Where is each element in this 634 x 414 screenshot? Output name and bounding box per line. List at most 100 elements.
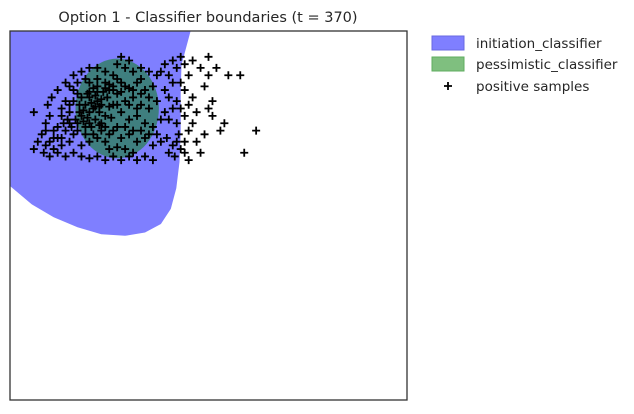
positive-sample-marker <box>172 97 181 106</box>
positive-sample-marker <box>144 130 153 139</box>
positive-sample-marker <box>180 148 189 157</box>
positive-sample-marker <box>220 119 229 128</box>
positive-sample-marker <box>204 52 213 61</box>
positive-sample-marker <box>216 126 225 135</box>
positive-sample-marker <box>240 148 249 157</box>
positive-sample-marker <box>121 122 130 131</box>
positive-sample-marker <box>144 67 153 76</box>
positive-sample-marker <box>105 130 114 139</box>
positive-sample-marker <box>43 100 52 109</box>
positive-sample-marker <box>85 108 94 117</box>
positive-sample-marker <box>101 122 110 131</box>
positive-sample-marker <box>61 97 70 106</box>
positive-sample-marker <box>121 145 130 154</box>
positive-sample-marker <box>41 126 50 135</box>
positive-sample-marker <box>101 111 110 120</box>
positive-sample-marker <box>109 152 118 161</box>
positive-sample-marker <box>41 141 50 150</box>
positive-sample-marker <box>81 74 90 83</box>
positive-sample-marker <box>71 115 80 124</box>
positive-sample-marker <box>176 78 185 87</box>
positive-sample-marker <box>57 111 66 120</box>
positive-sample-marker <box>144 104 153 113</box>
positive-sample-marker <box>109 126 118 135</box>
positive-sample-marker <box>47 93 56 102</box>
positive-sample-marker <box>101 156 110 165</box>
positive-sample-marker <box>208 111 217 120</box>
positive-sample-marker <box>83 113 92 122</box>
positive-sample-marker <box>87 98 96 107</box>
positive-sample-marker <box>148 82 157 91</box>
positive-sample-marker <box>129 93 138 102</box>
positive-sample-marker <box>39 148 48 157</box>
positive-sample-marker <box>125 130 134 139</box>
positive-sample-marker <box>113 74 122 83</box>
positive-sample-marker <box>93 134 102 143</box>
legend-label-samples: positive samples <box>476 79 589 95</box>
positive-sample-marker <box>95 121 104 130</box>
positive-sample-marker <box>152 97 161 106</box>
positive-sample-marker <box>168 78 177 87</box>
positive-sample-marker <box>65 137 74 146</box>
positive-sample-marker <box>91 102 100 111</box>
legend-plus-marker <box>444 82 452 90</box>
positive-sample-marker <box>61 152 70 161</box>
legend-item-pessimistic: pessimistic_classifier <box>431 56 618 73</box>
positive-sample-marker <box>200 130 209 139</box>
plot-frame <box>9 30 408 401</box>
positive-sample-marker <box>117 108 126 117</box>
positive-sample-marker <box>65 100 74 109</box>
positive-sample-marker <box>184 71 193 80</box>
positive-sample-marker <box>148 122 157 131</box>
positive-sample-marker <box>137 100 146 109</box>
positive-sample-marker <box>129 126 138 135</box>
positive-sample-marker <box>170 152 179 161</box>
positive-sample-marker <box>89 130 98 139</box>
positive-sample-marker <box>33 137 42 146</box>
positive-sample-marker <box>61 126 70 135</box>
positive-sample-marker <box>224 71 233 80</box>
legend-item-samples: positive samples <box>444 79 589 95</box>
positive-sample-marker <box>188 56 197 65</box>
positive-sample-marker <box>204 71 213 80</box>
positive-sample-marker <box>53 122 62 131</box>
positive-sample-marker <box>93 63 102 72</box>
positive-sample-marker <box>93 74 102 83</box>
positive-sample-marker <box>85 119 94 128</box>
positive-sample-marker <box>133 111 142 120</box>
positive-sample-marker <box>41 119 50 128</box>
positive-sample-marker <box>101 84 110 93</box>
positive-sample-marker <box>67 122 76 131</box>
positive-sample-marker <box>45 111 54 120</box>
positive-sample-marker <box>117 134 126 143</box>
positive-sample-marker <box>69 130 78 139</box>
positive-sample-marker <box>200 82 209 91</box>
positive-sample-marker <box>121 63 130 72</box>
positive-sample-marker <box>140 119 149 128</box>
positive-sample-marker <box>101 137 110 146</box>
positive-sample-marker <box>152 130 161 139</box>
positive-sample-marker <box>85 154 94 163</box>
positive-sample-marker <box>180 86 189 95</box>
positive-sample-marker <box>29 145 38 154</box>
positive-sample-marker <box>192 108 201 117</box>
positive-sample-marker <box>49 134 58 143</box>
positive-sample-marker <box>180 60 189 69</box>
positive-sample-marker <box>137 74 146 83</box>
positive-sample-marker <box>168 104 177 113</box>
positive-sample-marker <box>172 119 181 128</box>
positive-sample-marker <box>174 130 183 139</box>
positive-sample-marker <box>172 63 181 72</box>
positive-sample-marker <box>188 119 197 128</box>
positive-sample-marker <box>184 100 193 109</box>
positive-sample-marker <box>59 119 68 128</box>
positive-sample-marker <box>160 108 169 117</box>
positive-sample-marker <box>57 141 66 150</box>
positive-sample-marker <box>57 104 66 113</box>
positive-sample-marker <box>73 89 82 98</box>
positive-sample-marker <box>125 56 134 65</box>
positive-sample-marker <box>236 71 245 80</box>
positive-sample-marker <box>73 126 82 135</box>
positive-sample-marker <box>196 148 205 157</box>
